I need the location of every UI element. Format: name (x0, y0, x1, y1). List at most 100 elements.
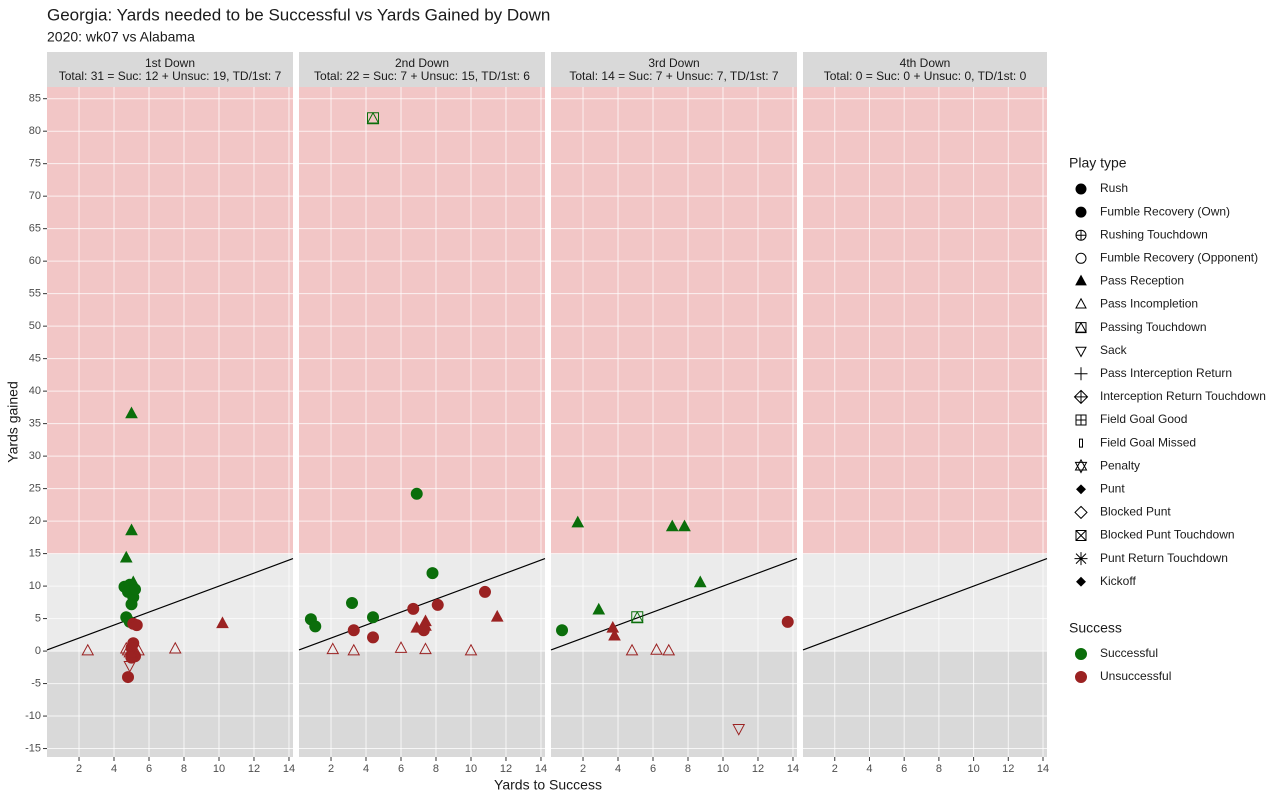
y-tick-label: 30 (29, 450, 41, 462)
x-tick-label: 6 (398, 763, 404, 775)
point (556, 624, 569, 637)
legend-label: Fumble Recovery (Own) (1100, 204, 1230, 218)
point (81, 643, 95, 656)
point (571, 515, 585, 528)
point (662, 643, 676, 656)
legend-key (1074, 458, 1088, 474)
x-tick-label: 8 (936, 763, 942, 775)
strip-title: 3rd Down (648, 56, 699, 70)
y-tick-label: 80 (29, 125, 41, 137)
point (781, 615, 794, 628)
x-tick-label: 8 (685, 763, 691, 775)
legend-key (1075, 346, 1087, 358)
legend-key (1076, 484, 1086, 495)
y-tick-label: 40 (29, 385, 41, 397)
point (394, 641, 408, 653)
point (592, 602, 606, 615)
y-tick-label: 85 (29, 93, 41, 105)
region-band (551, 87, 797, 554)
legend-label: Punt Return Touchdown (1100, 551, 1228, 565)
x-axis-label: Yards to Success (494, 777, 602, 793)
strip (299, 52, 545, 87)
point (665, 519, 679, 532)
point (125, 406, 138, 419)
y-tick-label: -15 (25, 742, 41, 754)
region-band (803, 651, 1047, 757)
x-tick-label: 10 (465, 763, 477, 775)
strip-subtitle: Total: 22 = Suc: 7 + Unsuc: 15, TD/1st: … (314, 69, 530, 83)
point (123, 661, 137, 673)
point (326, 642, 340, 655)
y-tick-label: 55 (29, 288, 41, 300)
legend-label: Interception Return Touchdown (1100, 389, 1266, 403)
y-tick-label: 10 (29, 580, 41, 592)
point (410, 487, 423, 500)
x-tick-label: 2 (76, 763, 82, 775)
x-tick-label: 10 (717, 763, 729, 775)
x-tick-label: 14 (283, 763, 295, 775)
strip-subtitle: Total: 0 = Suc: 0 + Unsuc: 0, TD/1st: 0 (824, 69, 1027, 83)
x-tick-label: 12 (500, 763, 512, 775)
point (490, 609, 504, 622)
region-band (551, 651, 797, 757)
legend-key (1075, 530, 1087, 541)
point (347, 643, 361, 656)
legend-title: Play type (1069, 155, 1127, 171)
y-tick-label: 15 (29, 548, 41, 560)
point (650, 643, 663, 655)
region-band (47, 651, 293, 757)
point (693, 575, 707, 588)
strip (551, 52, 797, 87)
y-tick-label: 70 (29, 190, 41, 202)
strip-subtitle: Total: 31 = Suc: 12 + Unsuc: 19, TD/1st:… (59, 69, 282, 83)
legend-label: Punt (1100, 481, 1125, 495)
point (732, 724, 746, 736)
legend-title: Success (1069, 620, 1122, 636)
point (122, 671, 135, 683)
legend-label: Unsuccessful (1100, 669, 1171, 683)
point (347, 624, 360, 637)
y-tick-label: 0 (35, 645, 41, 657)
point (407, 602, 420, 615)
x-tick-label: 2 (328, 763, 334, 775)
y-tick-label: 60 (29, 255, 41, 267)
legend-label: Fumble Recovery (Opponent) (1100, 250, 1258, 264)
legend-label: Field Goal Good (1100, 412, 1187, 426)
legend-label: Kickoff (1100, 574, 1136, 588)
y-tick-label: -10 (25, 710, 41, 722)
reference-line (802, 558, 1048, 651)
legend-key (1075, 321, 1087, 334)
x-tick-label: 4 (363, 763, 369, 775)
point (608, 628, 621, 641)
x-tick-label: 6 (901, 763, 907, 775)
x-tick-label: 2 (832, 763, 838, 775)
point (431, 599, 444, 611)
chart-subtitle: 2020: wk07 vs Alabama (47, 29, 195, 45)
point (125, 523, 138, 536)
point (309, 620, 322, 633)
point (625, 643, 639, 656)
reference-line (550, 558, 798, 651)
strip-subtitle: Total: 14 = Suc: 7 + Unsuc: 7, TD/1st: 7 (569, 69, 779, 83)
legend-key (1074, 648, 1088, 660)
point (346, 597, 359, 609)
x-tick-label: 8 (433, 763, 439, 775)
legend-key (1074, 505, 1088, 520)
point (125, 598, 138, 611)
x-tick-label: 8 (181, 763, 187, 775)
y-tick-label: 5 (35, 612, 41, 624)
legend-label: Rush (1100, 181, 1128, 195)
y-tick-label: -5 (31, 677, 41, 689)
y-tick-label: 25 (29, 483, 41, 495)
point (168, 641, 182, 654)
point (367, 611, 380, 624)
legend-label: Penalty (1100, 458, 1140, 472)
legend-key (1073, 389, 1089, 405)
region-band (299, 87, 545, 554)
legend-key (1075, 297, 1087, 309)
x-tick-label: 4 (111, 763, 117, 775)
y-tick-label: 50 (29, 320, 41, 332)
x-tick-label: 14 (1037, 763, 1049, 775)
y-tick-label: 45 (29, 353, 41, 365)
x-tick-label: 4 (866, 763, 872, 775)
